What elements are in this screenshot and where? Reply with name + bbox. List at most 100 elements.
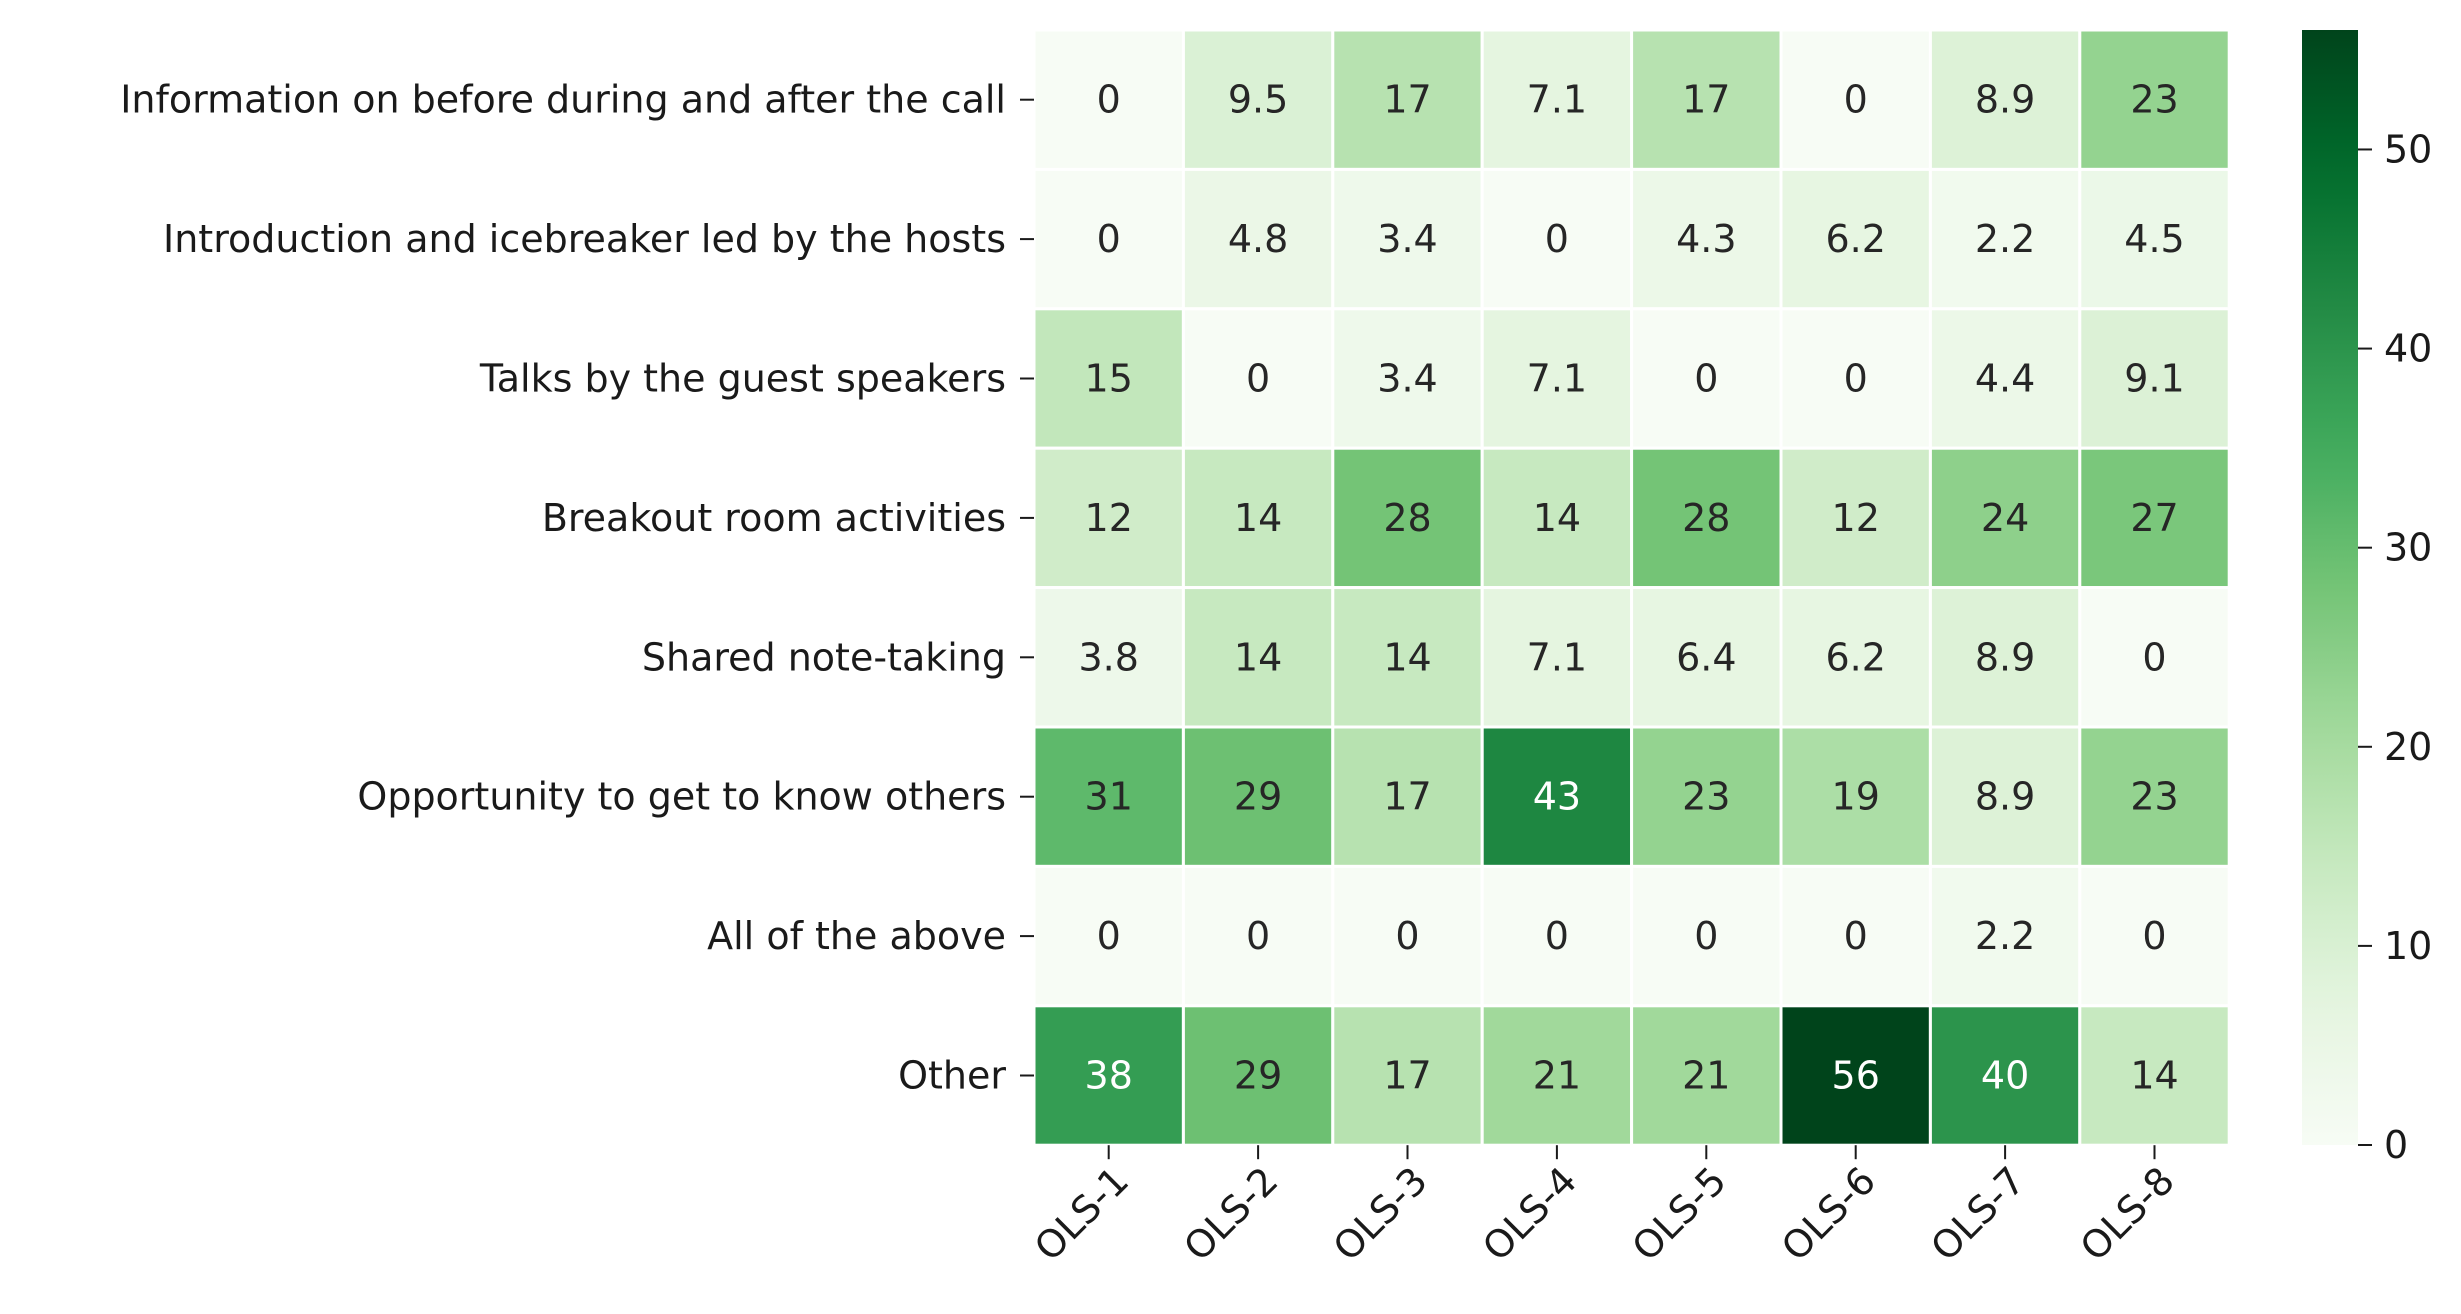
heatmap-cell xyxy=(1630,586,1783,729)
column-labels: OLS-1 OLS-2 OLS-3 OLS-4 OLS-5 OLS-6 OLS-7 OLS-8 xyxy=(1026,1145,2183,1270)
row-label: Shared note-taking xyxy=(642,635,1006,679)
cell-value-label: 28 xyxy=(1682,496,1730,540)
heatmap-cell xyxy=(1331,864,1484,1008)
cell-value-label: 4.4 xyxy=(1975,357,2035,401)
row-label: Talks by the guest speakers xyxy=(479,357,1006,401)
heatmap-cell xyxy=(1331,725,1484,868)
cell-value-label: 12 xyxy=(1832,496,1880,540)
cell-value-label: 7.1 xyxy=(1527,635,1587,679)
row-label: Breakout room activities xyxy=(542,496,1006,540)
cell-value-label: 9.1 xyxy=(2124,357,2184,401)
cell-value-label: 0 xyxy=(1844,78,1868,122)
cell-value-label: 4.5 xyxy=(2124,217,2184,261)
cell-value-label: 8.9 xyxy=(1975,775,2035,819)
column-label: OLS-1 xyxy=(1026,1158,1137,1269)
heatmap-cell xyxy=(1928,725,2082,868)
column-label: OLS-4 xyxy=(1474,1158,1585,1269)
column-label: OLS-8 xyxy=(2072,1158,2183,1269)
heatmap-cell xyxy=(2078,307,2231,450)
cell-value-label: 17 xyxy=(1383,775,1431,819)
heatmap-cell xyxy=(1331,1004,1484,1147)
column-label: OLS-3 xyxy=(1325,1158,1436,1269)
cell-value-label: 31 xyxy=(1085,775,1133,819)
column-label: OLS-5 xyxy=(1624,1158,1735,1269)
cell-value-label: 0 xyxy=(1694,357,1718,401)
row-labels: Information on before during and after t… xyxy=(120,78,1034,1098)
cell-value-label: 21 xyxy=(1682,1054,1730,1098)
cell-value-label: 6.2 xyxy=(1825,635,1885,679)
row-label: All of the above xyxy=(707,914,1006,958)
cell-value-label: 0 xyxy=(1097,78,1121,122)
cell-value-label: 2.2 xyxy=(1975,914,2035,958)
heatmap-cell xyxy=(1181,167,1335,311)
column-label: OLS-7 xyxy=(1922,1158,2033,1269)
cell-value-label: 17 xyxy=(1383,1054,1431,1098)
cell-value-label: 0 xyxy=(1395,914,1419,958)
cell-value-label: 14 xyxy=(1234,635,1282,679)
heatmap-cell xyxy=(1480,307,1634,450)
colorbar-tick-label: 50 xyxy=(2384,127,2432,171)
heatmap-cell xyxy=(2078,1004,2231,1147)
cell-value-label: 29 xyxy=(1234,1054,1282,1098)
heatmap-cell xyxy=(1630,725,1783,868)
cell-value-label: 3.4 xyxy=(1377,357,1437,401)
heatmap-cells: 0 9.5 17 7.1 17 0 8.9 23 0 4.8 3.4 0 4.3 6.2 2.2 4.5 15 0… xyxy=(1032,28,2231,1147)
heatmap-cell xyxy=(1779,167,1932,311)
cell-value-label: 6.2 xyxy=(1825,217,1885,261)
colorbar-tick-label: 10 xyxy=(2384,924,2432,968)
cell-value-label: 8.9 xyxy=(1975,635,2035,679)
heatmap-cell xyxy=(1181,725,1335,868)
heatmap-cell xyxy=(1779,725,1932,868)
heatmap-cell xyxy=(1181,307,1335,450)
heatmap-cell xyxy=(1630,307,1783,450)
heatmap-cell xyxy=(2078,586,2231,729)
cell-value-label: 24 xyxy=(1981,496,2029,540)
cell-value-label: 12 xyxy=(1085,496,1133,540)
cell-value-label: 4.3 xyxy=(1676,217,1736,261)
cell-value-label: 43 xyxy=(1533,775,1581,819)
heatmap-cell xyxy=(1928,864,2082,1008)
cell-value-label: 28 xyxy=(1383,496,1431,540)
colorbar-tick-label: 20 xyxy=(2384,725,2432,769)
cell-value-label: 29 xyxy=(1234,775,1282,819)
heatmap-cell xyxy=(1630,864,1783,1008)
heatmap-cell xyxy=(1480,586,1634,729)
cell-value-label: 0 xyxy=(1844,914,1868,958)
cell-value-label: 56 xyxy=(1832,1054,1880,1098)
heatmap-cell xyxy=(1331,446,1484,590)
heatmap-cell xyxy=(1928,446,2082,590)
cell-value-label: 4.8 xyxy=(1228,217,1288,261)
cell-value-label: 14 xyxy=(1383,635,1431,679)
heatmap-cell xyxy=(1331,28,1484,171)
row-label: Opportunity to get to know others xyxy=(357,775,1006,819)
cell-value-label: 0 xyxy=(1097,217,1121,261)
cell-value-label: 3.8 xyxy=(1078,635,1138,679)
cell-value-label: 3.4 xyxy=(1377,217,1437,261)
cell-value-label: 23 xyxy=(1682,775,1730,819)
cell-value-label: 19 xyxy=(1832,775,1880,819)
column-label: OLS-6 xyxy=(1773,1158,1884,1269)
heatmap-cell xyxy=(2078,864,2231,1008)
colorbar-tick-label: 40 xyxy=(2384,327,2432,371)
colorbar: 0 10 20 30 40 50 xyxy=(2302,30,2432,1167)
heatmap-cell xyxy=(1928,586,2082,729)
colorbar-tick-label: 0 xyxy=(2384,1123,2408,1167)
cell-value-label: 9.5 xyxy=(1228,78,1288,122)
cell-value-label: 8.9 xyxy=(1975,78,2035,122)
heatmap-cell xyxy=(1032,28,1185,171)
cell-value-label: 0 xyxy=(1246,357,1270,401)
cell-value-label: 14 xyxy=(2130,1054,2178,1098)
heatmap-cell xyxy=(1480,167,1634,311)
heatmap-cell xyxy=(1181,864,1335,1008)
heatmap-cell xyxy=(1181,28,1335,171)
cell-value-label: 17 xyxy=(1682,78,1730,122)
colorbar-gradient xyxy=(2302,30,2358,1145)
heatmap-cell xyxy=(1630,446,1783,590)
cell-value-label: 0 xyxy=(1246,914,1270,958)
cell-value-label: 0 xyxy=(1694,914,1718,958)
heatmap-cell xyxy=(1928,307,2082,450)
heatmap-cell xyxy=(1630,1004,1783,1147)
cell-value-label: 0 xyxy=(1545,914,1569,958)
cell-value-label: 15 xyxy=(1085,357,1133,401)
